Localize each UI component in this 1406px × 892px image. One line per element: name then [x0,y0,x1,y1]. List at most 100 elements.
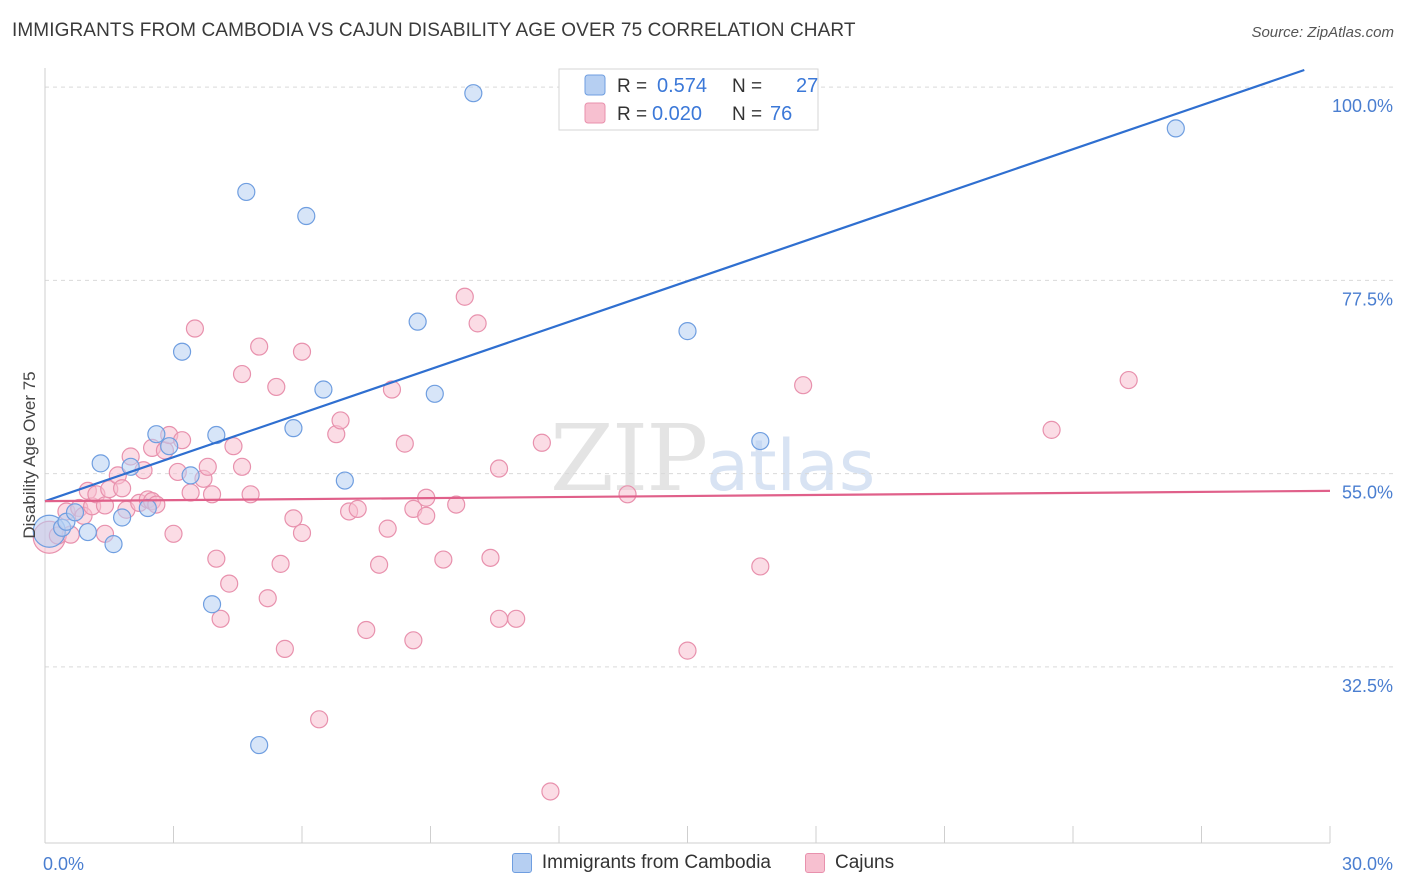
bottom-legend-label-cajuns: Cajuns [834,852,895,873]
chart-title: IMMIGRANTS FROM CAMBODIA VS CAJUN DISABI… [12,20,856,41]
cajun-point [232,457,252,476]
cajun-point [417,506,436,525]
trend-lines [44,68,1331,503]
cajuns-points [32,287,1138,801]
cajun-point [794,376,813,395]
cajun-point [678,641,697,660]
cajun-point [507,609,526,628]
cajun-point [378,519,397,538]
bottom-legend: Immigrants from Cambodia Cajuns [0,852,1406,874]
x-tick-label: 30.0% [1342,854,1393,874]
cajun-point [489,609,509,628]
cambodia-point [751,431,770,451]
cambodia-point [425,384,444,403]
cajun-point [267,377,286,397]
y-tick-label: 55.0% [1342,483,1393,503]
cajun-point [292,342,312,361]
cajun-point [220,574,239,593]
cajun-point [207,549,226,568]
y-tick-label: 77.5% [1342,289,1393,309]
cajun-point [275,639,294,658]
cajun-point [489,459,509,478]
cambodia-point [91,454,110,473]
cambodia-point [202,595,222,614]
cambodia-point [335,471,354,490]
cajun-point [164,524,183,543]
tick-labels: 32.5% 55.0% 77.5% 100.0% 0.0% 30.0% [43,96,1393,874]
cajun-point [481,548,500,567]
cajun-point [232,364,252,384]
cajun-point [532,433,551,452]
legend-r-value-cajuns: 0.020 [652,103,702,125]
cambodia-points [32,84,1185,755]
cajun-point [1042,420,1061,439]
legend: R = 0.574 N = 27 R = 0.020 N = 76 [558,68,819,131]
cajun-point [434,550,453,569]
y-tick-label: 100.0% [1332,96,1393,116]
cajun-point [468,314,487,333]
cambodia-point [181,466,200,485]
source-label: Source: ZipAtlas.com [1251,24,1394,41]
cajun-point [751,557,770,576]
cajun-point [112,479,132,498]
y-axis-label: Disability Age Over 75 [20,371,39,538]
cajun-point [447,495,466,514]
cambodia-point [250,735,269,755]
bottom-legend-item-cambodia: Immigrants from Cambodia [511,852,771,874]
cajun-point [395,434,414,453]
legend-r-label-cajuns: R = [617,104,647,125]
cajun-point [357,620,376,640]
legend-swatch-cambodia [584,74,606,96]
legend-n-label-cambodia: N = [732,76,762,97]
watermark-atlas: atlas [706,425,876,507]
legend-swatch-cajuns [584,102,606,124]
cambodia-point [78,522,97,542]
bottom-legend-label-cambodia: Immigrants from Cambodia [541,852,771,873]
legend-n-value-cambodia: 27 [796,75,818,97]
cajun-point [258,589,277,608]
cajun-point [202,485,222,504]
cajun-point [382,380,402,399]
legend-r-label-cambodia: R = [617,76,647,97]
cambodia-point [160,437,179,456]
cajun-point [618,485,637,504]
cambodia-point [464,84,483,103]
cambodia-point [65,503,85,522]
cambodia-point [147,425,166,444]
legend-n-label-cajuns: N = [732,104,762,125]
cajun-point [211,609,230,628]
axes [44,68,1331,844]
cambodia-point [678,322,697,341]
cajun-trend-line [44,489,1331,503]
cambodia-point [297,206,316,226]
cajun-point [331,411,350,430]
cajun-point [284,509,303,528]
cambodia-point [237,182,256,202]
cajun-point [271,554,290,573]
cajun-point [404,631,423,650]
cambodia-trend-line [44,68,1305,503]
cajun-point [185,319,205,338]
legend-r-value-cambodia: 0.574 [657,75,707,97]
cajun-point [1119,370,1138,390]
y-tick-label: 32.5% [1342,676,1393,696]
cambodia-point [104,535,123,554]
cambodia-point [172,342,192,361]
cajun-point [310,710,329,729]
cajun-point [181,483,200,502]
cajun-point [95,496,115,515]
legend-n-value-cajuns: 76 [770,103,792,125]
cambodia-point [314,380,333,399]
bottom-legend-item-cajuns: Cajuns [804,852,895,874]
cajun-point [224,437,243,456]
cambodia-point [112,508,132,527]
cajun-point [198,457,217,476]
cambodia-point [408,312,427,331]
cambodia-point [1166,119,1185,138]
cajun-point [455,287,474,306]
bottom-legend-swatch-cambodia [511,853,532,873]
cajun-point [370,555,389,574]
cambodia-point [138,498,157,518]
cajun-point [292,523,312,543]
